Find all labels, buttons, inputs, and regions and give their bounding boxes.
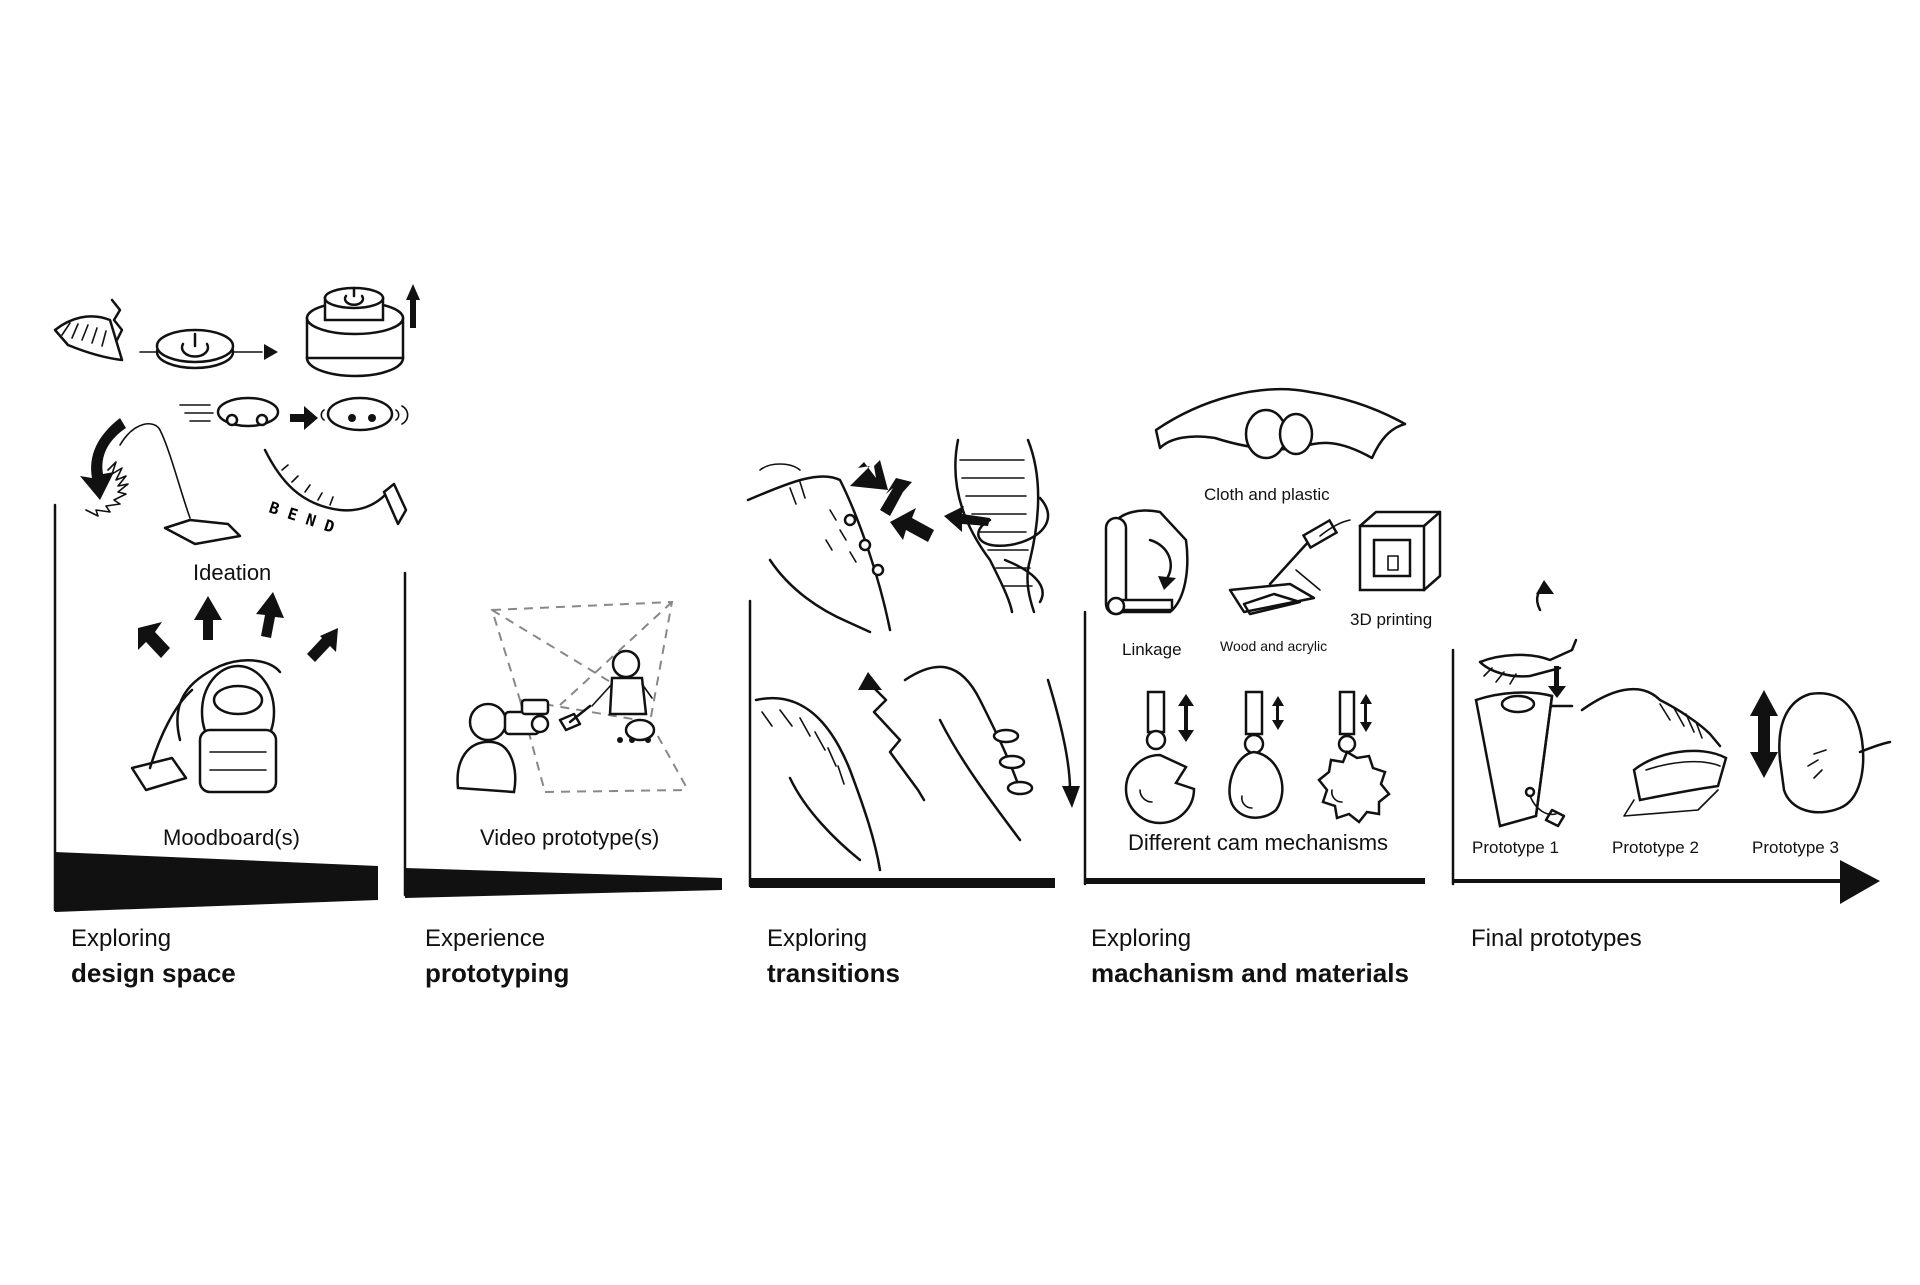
- timeline-arrowhead: [1840, 860, 1880, 904]
- phase-caption-line1: Experience: [425, 925, 546, 952]
- label-video-prototype: Video prototype(s): [480, 825, 660, 850]
- mechanism-materials-sketches: [1104, 388, 1442, 825]
- phase-caption-line2: design space: [71, 958, 236, 988]
- cam-icon: [1228, 690, 1284, 819]
- 3d-printer-icon: [1358, 510, 1442, 592]
- phase-caption-transitions: Exploring transitions: [767, 922, 900, 990]
- phase-caption-line1: Exploring: [71, 925, 172, 952]
- arrow-in-icon: [880, 478, 912, 516]
- final-prototypes-sketches: [1474, 580, 1892, 828]
- label-moodboard: Moodboard(s): [163, 825, 300, 850]
- arrow-up-left-icon: [138, 622, 170, 658]
- svg-text:B E N D: B E N D: [267, 498, 337, 537]
- label-cloth-plastic: Cloth and plastic: [1204, 485, 1330, 504]
- label-ideation: Ideation: [193, 560, 272, 585]
- timeline-frame: [53, 503, 1880, 912]
- ideation-sketches: B E N D: [53, 284, 420, 546]
- arrow-up-right-icon: [850, 460, 888, 490]
- transitions-sketches: [746, 438, 1080, 872]
- label-cam-mechanisms: Different cam mechanisms: [1128, 830, 1389, 855]
- phase-caption-line2: prototyping: [425, 958, 570, 988]
- arrow-up-icon: [194, 596, 222, 640]
- label-prototype-2: Prototype 2: [1612, 838, 1699, 857]
- moodboard-sketch: [130, 592, 338, 794]
- arrow-up-icon: [256, 592, 284, 638]
- video-prototype-sketch: [456, 600, 689, 794]
- phase-caption-final-prototypes: Final prototypes: [1471, 922, 1642, 956]
- phase-caption-line1: Final prototypes: [1471, 925, 1642, 952]
- rotate-arrow-icon: [944, 506, 990, 532]
- camera-operator-icon: [456, 698, 550, 794]
- label-prototype-1: Prototype 1: [1472, 838, 1559, 857]
- phase-caption-prototyping: Experience prototyping: [425, 922, 569, 990]
- label-linkage: Linkage: [1122, 640, 1182, 659]
- arrow-up-right-icon: [307, 628, 338, 662]
- phase-caption-line1: Exploring: [1091, 925, 1192, 952]
- label-wood-acrylic: Wood and acrylic: [1220, 638, 1328, 654]
- phase-caption-line2: transitions: [767, 958, 900, 988]
- cam-icon: [1124, 690, 1196, 825]
- phase-caption-line2: machanism and materials: [1091, 958, 1409, 988]
- cam-icon: [1317, 690, 1391, 824]
- phase-caption-design-space: Exploring design space: [71, 922, 236, 990]
- arrow-out-icon: [890, 508, 934, 542]
- phase-caption-mechanism-materials: Exploring machanism and materials: [1091, 922, 1409, 990]
- label-prototype-3: Prototype 3: [1752, 838, 1839, 857]
- label-3d-printing: 3D printing: [1350, 610, 1433, 629]
- hand-icon: [1478, 638, 1578, 685]
- phase-caption-line1: Exploring: [767, 925, 868, 952]
